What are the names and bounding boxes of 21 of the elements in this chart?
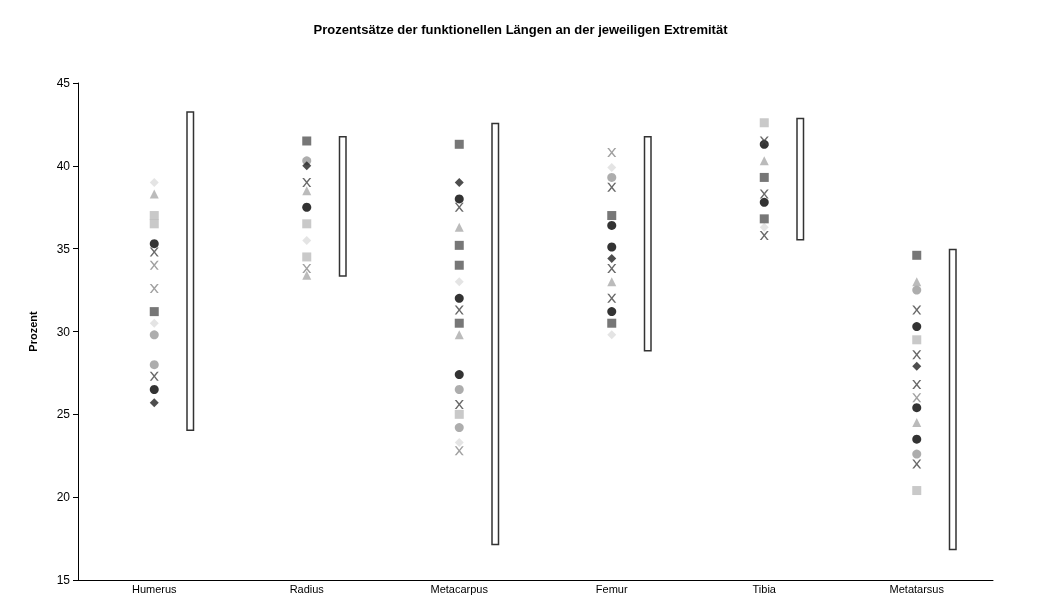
x-tick-label: Humerus: [131, 582, 178, 595]
bar: [186, 111, 195, 431]
bar: [796, 117, 805, 241]
y-tick-label: 45: [56, 76, 71, 90]
y-tick-label: 15: [56, 573, 71, 587]
x-tick-label: Radius: [289, 582, 325, 595]
bar: [338, 136, 347, 277]
y-tick-label: 20: [56, 490, 71, 505]
y-axis-title: Prozent: [26, 311, 39, 352]
y-tick-label: 35: [56, 241, 71, 256]
bar: [948, 248, 957, 551]
bar: [491, 122, 500, 546]
chart-title: Prozentsätze der funktionellen Längen an der jeweiligen Extremität: [313, 22, 729, 37]
bar: [643, 136, 652, 352]
x-tick-label: Metacarpus: [430, 582, 489, 595]
y-tick-label: 25: [56, 407, 71, 422]
x-tick-label: Metatarsus: [889, 582, 945, 595]
y-tick-label: 30: [56, 324, 71, 339]
x-tick-label: Femur: [595, 582, 628, 595]
y-tick-label: 40: [56, 158, 71, 173]
x-tick-label: Tibia: [752, 582, 777, 595]
